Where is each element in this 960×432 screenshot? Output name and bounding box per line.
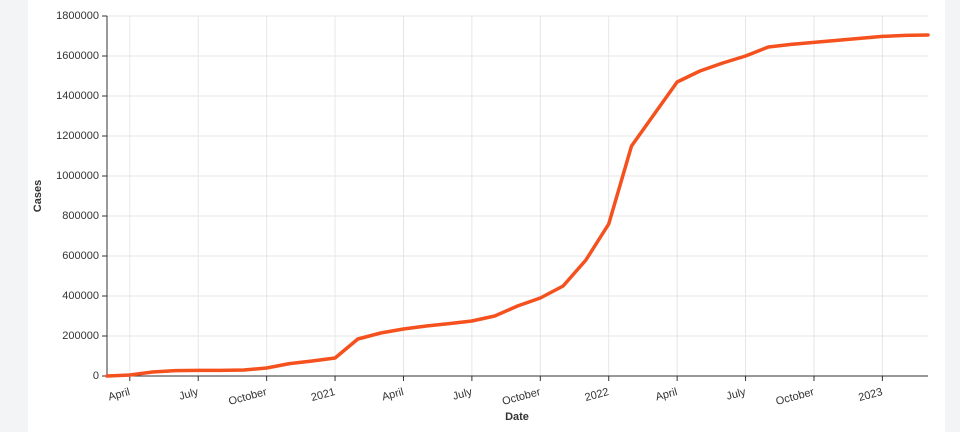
y-tick-label: 1800000 xyxy=(56,10,99,22)
data-line xyxy=(105,33,930,378)
y-tick-label: 600000 xyxy=(62,250,99,262)
y-tick-label: 1400000 xyxy=(56,90,99,102)
x-tick-label: July xyxy=(451,386,473,403)
y-tick-label: 1600000 xyxy=(56,50,99,62)
y-tick-label: 800000 xyxy=(62,210,99,222)
y-tick-label: 0 xyxy=(93,370,99,382)
y-tick-label: 400000 xyxy=(62,290,99,302)
x-tick-label: April xyxy=(107,386,131,403)
y-tick-label: 1200000 xyxy=(56,130,99,142)
x-tick-label: April xyxy=(381,386,405,403)
x-axis-title: Date xyxy=(505,411,529,423)
x-tick-label: July xyxy=(178,386,200,403)
y-tick-label: 1000000 xyxy=(56,170,99,182)
x-tick-label: April xyxy=(654,386,678,403)
x-tick-label: July xyxy=(725,386,747,403)
y-axis-title: Cases xyxy=(32,180,44,212)
y-tick-label: 200000 xyxy=(62,330,99,342)
